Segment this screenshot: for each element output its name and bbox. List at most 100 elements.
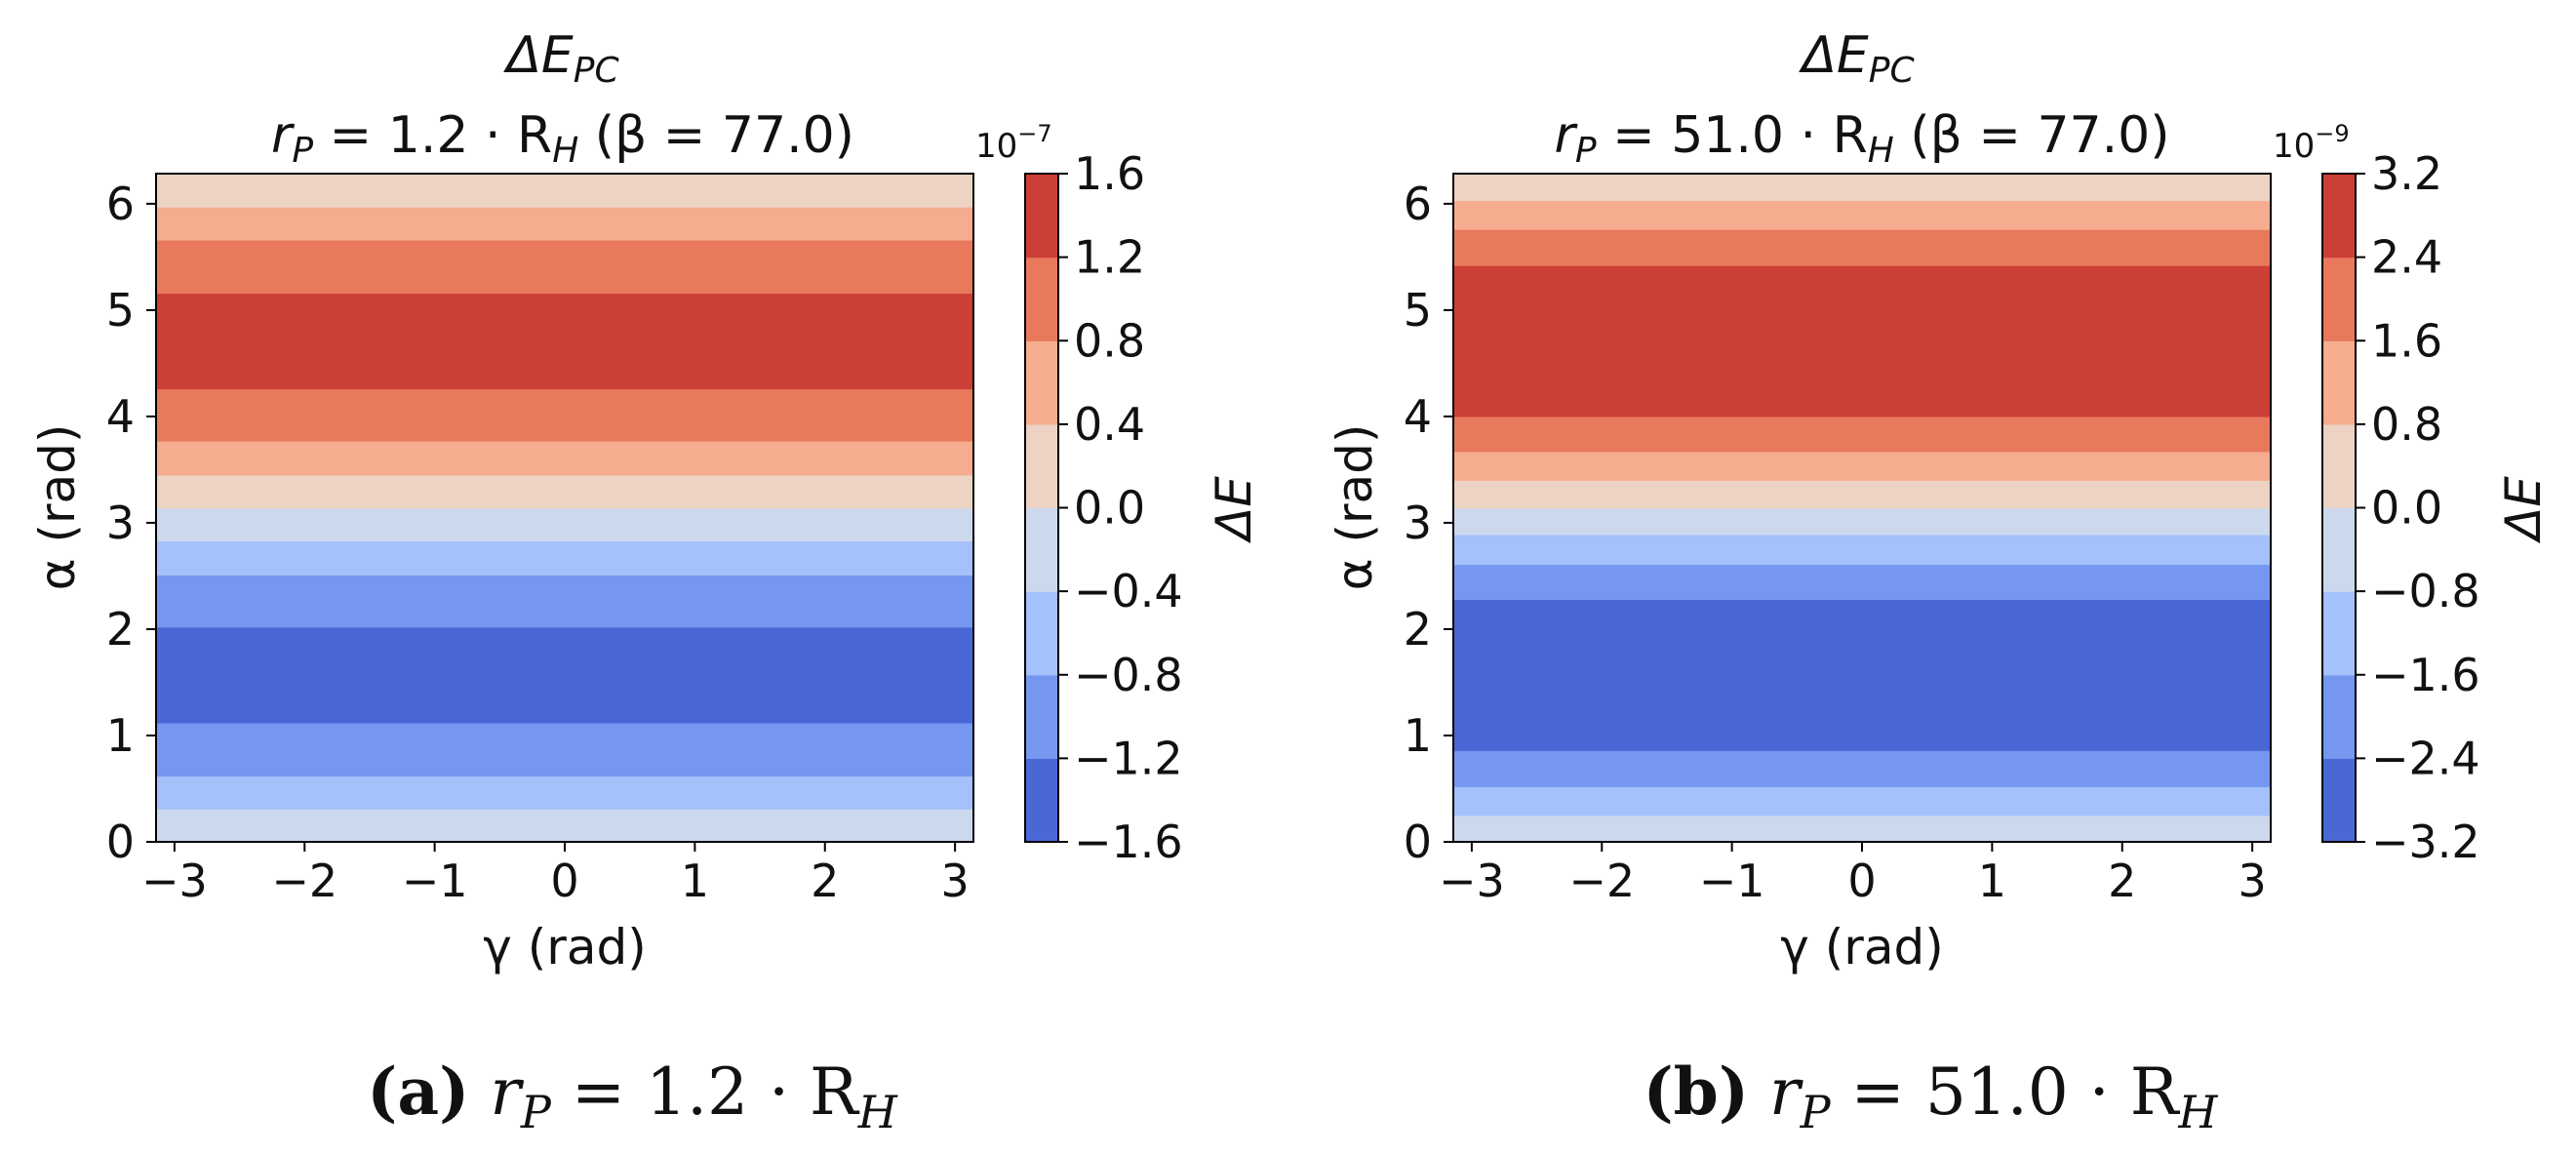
contour-band-b-11 [1453,229,2271,266]
y-tick-label-b-2: 2 [1404,603,1432,656]
colorbar-tick-label-a-2: −0.8 [1074,649,1183,701]
colorbar-tick-label-a-7: 1.2 [1074,231,1145,284]
colorbar-tick-label-a-0: −1.6 [1074,816,1183,868]
contour-band-a-5 [156,540,973,576]
colorbar-tick-label-b-6: 1.6 [2371,314,2442,367]
x-tick-label-b-1: −2 [1568,855,1635,907]
y-tick-label-a-0: 0 [106,816,135,868]
y-tick-label-a-5: 5 [106,284,135,337]
colorbar-tick-label-a-4: 0.0 [1074,482,1145,535]
caption-b: (b) rP = 51.0 · RH [1643,1054,2218,1138]
panel-a: ΔEPC rP = 1.2 · RH (β = 77.0) −3 −2 −1 0 1 2 3… [29,26,1262,1138]
contour-band-b-4 [1453,564,2271,601]
y-tick-label-a-1: 1 [106,709,135,762]
panel-b: ΔEPC rP = 51.0 · RH (β = 77.0) −3 −2 −1 0 1 2… [1327,26,2552,1138]
contour-bands-b [1453,174,2271,843]
colorbar-segment-a-6 [1025,257,1058,341]
contour-band-a-10 [156,293,973,390]
caption-a: (a) rP = 1.2 · RH [367,1054,898,1138]
colorbar-segment-a-3 [1025,507,1058,592]
y-tick-label-a-3: 3 [106,497,135,549]
x-tick-label-b-5: 2 [2108,855,2136,907]
contour-band-a-9 [156,388,973,442]
x-axis-label-b: γ (rad) [1780,919,1943,975]
y-tick-label-b-5: 5 [1404,284,1432,337]
colorbar-tick-label-a-5: 0.4 [1074,398,1145,451]
colorbar-tick-label-a-6: 0.8 [1074,314,1145,367]
colorbar-ticks-b: −3.2 −2.4 −1.6 −0.8 0.0 0.8 1.6 2.4 3.2 [2356,147,2480,868]
colorbar-tick-label-a-1: −1.2 [1074,732,1183,784]
x-tick-label-a-0: −3 [141,855,208,907]
colorbar-ticks-a: −1.6 −1.2 −0.8 −0.4 0.0 0.4 0.8 1.2 1.6 [1058,147,1183,868]
contour-band-b-12 [1453,200,2271,230]
x-tick-label-a-5: 2 [811,855,839,907]
contour-band-b-13 [1453,174,2271,202]
colorbar-segment-b-6 [2322,257,2356,341]
colorbar-segment-a-5 [1025,340,1058,425]
colorbar-segment-b-5 [2322,340,2356,425]
x-tick-label-b-6: 3 [2238,855,2266,907]
colorbar-segment-b-1 [2322,674,2356,759]
colorbar-segment-a-0 [1025,758,1058,843]
colorbar-tick-label-b-1: −2.4 [2371,732,2480,784]
y-tick-label-b-4: 4 [1404,390,1432,443]
panel-a-title-line1: ΔEPC [502,26,619,91]
colorbar-a [1025,174,1058,843]
contour-band-a-3 [156,626,973,724]
contour-band-b-10 [1453,265,2271,418]
contour-band-a-1 [156,776,973,810]
x-tick-label-b-4: 1 [1978,855,2006,907]
y-tick-label-a-6: 6 [106,178,135,230]
contour-band-b-8 [1453,451,2271,481]
colorbar-tick-label-b-3: −0.8 [2371,565,2480,617]
colorbar-tick-label-b-0: −3.2 [2371,816,2480,868]
y-axis-label-b: α (rad) [1327,424,1383,591]
colorbar-segment-b-2 [2322,591,2356,676]
colorbar-tick-label-b-2: −1.6 [2371,649,2480,701]
colorbar-b [2322,174,2356,843]
colorbar-segment-a-7 [1025,174,1058,259]
contour-band-a-0 [156,809,973,843]
contour-band-b-0 [1453,815,2271,843]
x-axis-ticks-b: −3 −2 −1 0 1 2 3 [1439,842,2267,907]
x-tick-label-a-4: 1 [681,855,709,907]
colorbar-tick-label-a-8: 1.6 [1074,147,1145,200]
colorbar-segment-b-4 [2322,423,2356,509]
x-axis-label-a: γ (rad) [483,919,646,975]
contour-band-a-13 [156,174,973,208]
colorbar-segment-b-0 [2322,758,2356,843]
contour-band-a-7 [156,474,973,509]
panel-b-title-line2: rP = 51.0 · RH (β = 77.0) [1554,106,2169,171]
contour-band-b-2 [1453,750,2271,787]
panel-b-title-line1: ΔEPC [1798,26,1915,91]
colorbar-tick-label-b-8: 3.2 [2371,147,2442,200]
y-tick-label-b-6: 6 [1404,178,1432,230]
colorbar-tick-label-b-7: 2.4 [2371,231,2442,284]
x-tick-label-a-1: −2 [271,855,337,907]
colorbar-segment-b-3 [2322,507,2356,592]
colorbar-segment-a-2 [1025,591,1058,676]
contour-band-b-9 [1453,416,2271,453]
x-tick-label-a-2: −1 [402,855,468,907]
y-tick-label-a-4: 4 [106,390,135,443]
y-axis-ticks-a: 0 1 2 3 4 5 6 [106,178,156,868]
panel-a-title-line2: rP = 1.2 · RH (β = 77.0) [271,106,854,171]
colorbar-tick-label-b-5: 0.8 [2371,398,2442,451]
x-tick-label-b-2: −1 [1699,855,1765,907]
y-tick-label-b-3: 3 [1404,497,1432,549]
colorbar-segment-b-7 [2322,174,2356,259]
colorbar-label-a: ΔE [1206,476,1262,544]
colorbar-scale-b: 10−9 [2273,120,2350,166]
colorbar-label-b: ΔE [2495,476,2552,544]
x-tick-label-a-6: 3 [940,855,969,907]
contour-band-b-7 [1453,480,2271,509]
contour-band-a-4 [156,575,973,628]
colorbar-tick-label-b-4: 0.0 [2371,482,2442,535]
x-tick-label-b-0: −3 [1439,855,1505,907]
contour-band-a-2 [156,722,973,777]
x-tick-label-a-3: 0 [550,855,578,907]
x-axis-ticks-a: −3 −2 −1 0 1 2 3 [141,842,970,907]
y-axis-label-a: α (rad) [29,424,86,591]
contour-band-b-5 [1453,534,2271,566]
